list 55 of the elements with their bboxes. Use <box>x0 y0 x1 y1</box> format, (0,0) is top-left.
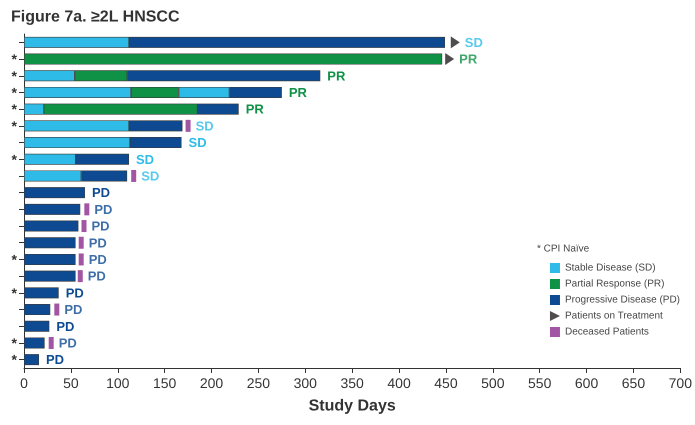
data-label: PD <box>56 318 74 334</box>
data-label: SD <box>464 34 483 50</box>
x-tick-label: 50 <box>63 375 79 391</box>
data-label: SD <box>188 135 207 150</box>
x-tick-label: 650 <box>622 375 646 391</box>
y-tick-label: * <box>12 118 18 134</box>
data-label: PD <box>46 352 64 368</box>
x-tick-label: 400 <box>387 375 411 391</box>
chart-title: Figure 7a. ≥2L HNSCC <box>11 8 180 26</box>
x-tick-label: 450 <box>434 375 458 391</box>
data-label: PD <box>94 202 112 217</box>
legend-label: Stable Disease (SD) <box>564 262 656 274</box>
y-tick-label: * <box>12 334 18 351</box>
y-tick-label: * <box>12 284 18 301</box>
x-tick-label: 300 <box>294 375 318 391</box>
x-tick-label: 250 <box>246 375 270 391</box>
y-tick-label: * <box>12 68 18 84</box>
legend-label: Patients on Treatment <box>564 310 664 322</box>
y-tick-label: * <box>12 101 18 118</box>
legend-label: Partial Response (PR) <box>564 278 664 290</box>
x-tick-label: 0 <box>20 375 28 391</box>
x-axis-title: Study Days <box>308 398 396 414</box>
data-label: PD <box>64 302 82 318</box>
x-tick-label: 100 <box>106 375 130 391</box>
x-tick-label: 350 <box>340 375 364 391</box>
data-label: PD <box>66 285 84 300</box>
data-label: PD <box>88 235 107 250</box>
data-label: PR <box>459 52 478 67</box>
point <box>445 53 454 66</box>
x-tick-label: 150 <box>152 375 177 391</box>
data-label: SD <box>141 168 160 184</box>
data-label: PR <box>327 68 346 84</box>
data-label: PD <box>58 335 77 350</box>
y-tick-label: * <box>12 84 18 100</box>
data-label: PR <box>288 84 308 100</box>
x-tick-label: 200 <box>200 375 224 391</box>
y-tick-label: * <box>12 352 18 368</box>
data-label: PD <box>92 185 110 200</box>
y-tick-label: * <box>12 51 18 68</box>
data-label: SD <box>196 118 214 134</box>
data-label: PD <box>88 268 106 284</box>
data-label: PD <box>92 218 110 234</box>
x-tick-label: 500 <box>481 375 505 391</box>
y-tick-label: * <box>12 251 18 268</box>
y-tick-label: * <box>12 151 18 168</box>
data-label: PD <box>88 252 107 267</box>
x-tick-label: 600 <box>574 375 598 391</box>
legend-label: Progressive Disease (PD) <box>564 294 680 306</box>
data-label: SD <box>136 152 154 167</box>
data-label: PR <box>246 102 264 117</box>
point <box>450 36 460 48</box>
x-tick-label: 550 <box>528 375 552 391</box>
x-tick-label: 700 <box>668 375 692 391</box>
annotation: * CPI Naïve <box>537 244 590 254</box>
legend-label: Deceased Patients <box>564 326 649 338</box>
